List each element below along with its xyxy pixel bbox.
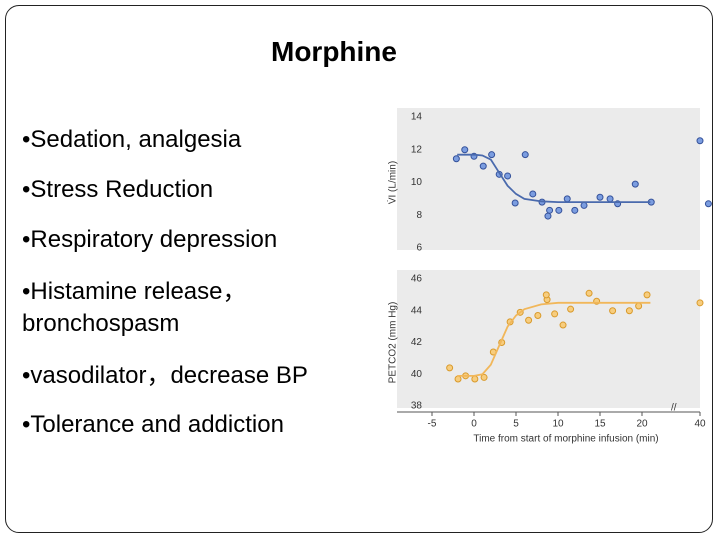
chart-panel: [397, 270, 700, 408]
x-tick-label: 0: [471, 419, 477, 430]
data-point: [446, 364, 454, 372]
y-tick-label: 46: [411, 274, 423, 285]
chart-panel: [397, 108, 700, 250]
x-tick-label: 5: [513, 419, 519, 430]
data-point: [471, 375, 479, 383]
data-point: [480, 373, 488, 381]
data-point: [580, 201, 588, 209]
data-point: [609, 307, 617, 315]
data-point: [488, 151, 496, 159]
y-tick-label: 44: [411, 305, 423, 316]
y-tick-label: 40: [411, 369, 423, 380]
y-axis-label: PETCO2 (mm Hg): [388, 302, 399, 384]
data-point: [521, 151, 529, 159]
y-tick-label: 10: [411, 177, 423, 188]
x-tick-label: 20: [636, 419, 648, 430]
data-point: [555, 206, 563, 214]
axis-break-mark: //: [671, 403, 677, 414]
data-point: [696, 137, 704, 145]
data-point: [546, 206, 554, 214]
data-point: [551, 310, 559, 318]
data-point: [635, 302, 643, 310]
slide-frame: [5, 5, 713, 533]
data-point: [452, 155, 460, 163]
y-tick-label: 42: [411, 337, 423, 348]
x-tick-label: -5: [428, 419, 437, 430]
data-point: [454, 375, 462, 383]
data-point: [571, 206, 579, 214]
y-tick-label: 8: [416, 210, 422, 221]
data-point: [479, 162, 487, 170]
data-point: [534, 312, 542, 320]
data-point: [525, 316, 533, 324]
data-point: [559, 321, 567, 329]
data-point: [585, 289, 593, 297]
fit-line: [457, 301, 651, 377]
data-point: [529, 190, 537, 198]
data-point: [461, 146, 469, 154]
data-point: [704, 200, 712, 208]
data-point: [504, 172, 512, 180]
data-point: [542, 291, 550, 299]
data-point: [596, 193, 604, 201]
y-axis-label: V̇I (L/min): [386, 161, 399, 204]
bullet: •Sedation, analgesia: [22, 126, 242, 153]
slide-title: Morphine: [271, 36, 397, 67]
data-point: [544, 212, 552, 220]
x-axis-label: Time from start of morphine infusion (mi…: [473, 434, 658, 445]
data-point: [606, 195, 614, 203]
bullet: •Stress Reduction: [22, 176, 214, 203]
x-tick-label: 15: [594, 419, 606, 430]
data-point: [631, 180, 639, 188]
bullet: •Histamine release，bronchospasm: [22, 278, 247, 337]
data-point: [511, 199, 519, 207]
x-tick-label: 40: [694, 419, 706, 430]
fit-line: [457, 153, 651, 204]
bullet: •Tolerance and addiction: [22, 411, 284, 438]
y-tick-label: 12: [411, 144, 423, 155]
data-point: [696, 299, 704, 307]
bullet: •Respiratory depression: [22, 226, 278, 253]
y-tick-label: 6: [416, 243, 422, 254]
data-point: [563, 195, 571, 203]
data-point: [567, 305, 575, 313]
bullet: •vasodilator，decrease BP: [22, 362, 308, 389]
x-tick-label: 10: [552, 419, 564, 430]
y-tick-label: 38: [411, 401, 423, 412]
data-point: [625, 307, 633, 315]
data-point: [643, 291, 651, 299]
y-tick-label: 14: [411, 112, 423, 123]
